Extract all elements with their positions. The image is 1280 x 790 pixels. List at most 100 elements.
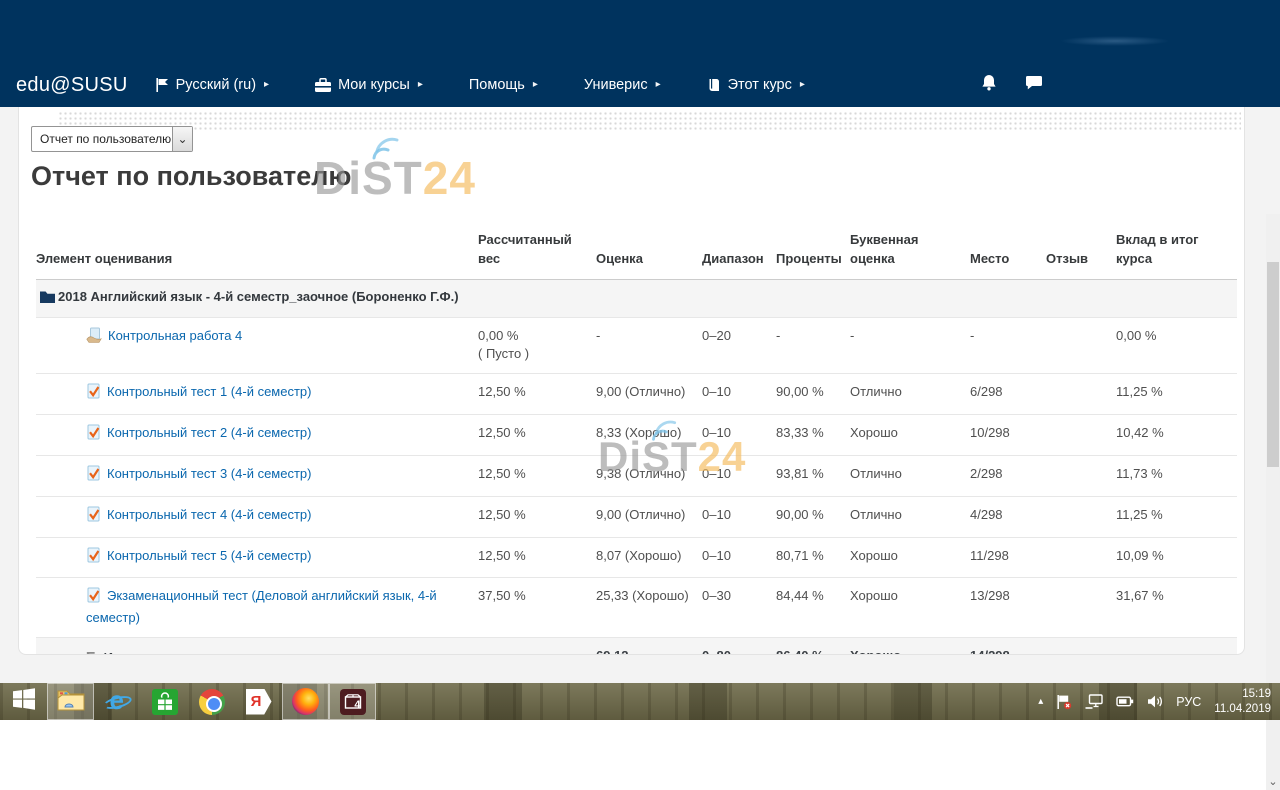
grade-item-row: Контрольный тест 4 (4-й семестр) 12,50 % 9… <box>36 495 1237 538</box>
cell-calculated-weight: 12,50 % <box>478 414 596 456</box>
nav-item-label: Этот курс <box>727 77 792 93</box>
grade-item-link[interactable]: Контрольная работа 4 <box>108 327 243 343</box>
grade-item-link[interactable]: Экзаменационный тест (Деловой английский… <box>86 588 437 626</box>
cell-course-contribution: 10,42 % <box>1116 414 1237 456</box>
cell-range: 0–10 <box>702 414 776 456</box>
column-header-5: Проценты <box>776 227 850 280</box>
cell-item-name: Контрольный тест 2 (4-й семестр) <box>36 414 478 456</box>
quiz-icon <box>86 587 101 609</box>
cell-grade: - <box>596 316 702 374</box>
taskbar-firefox-button[interactable] <box>282 683 329 720</box>
messages-chat-icon[interactable] <box>1025 75 1043 96</box>
column-header-7: Место <box>970 227 1046 280</box>
grade-item-row: Контрольный тест 1 (4-й семестр) 12,50 % 9… <box>36 373 1237 415</box>
nav-item-this-course[interactable]: Этот курс ▸ <box>707 77 805 93</box>
grade-item-link[interactable]: Контрольный тест 1 (4-й семестр) <box>107 384 312 400</box>
dotted-texture-strip <box>58 111 1241 132</box>
action-center-flag-icon[interactable] <box>1056 694 1072 710</box>
yandex-browser-icon: Я <box>245 688 272 715</box>
nav-item-univeris[interactable]: Универис ▸ <box>584 77 661 93</box>
nav-item-help[interactable]: Помощь ▸ <box>469 77 538 93</box>
cell-letter-grade: Хорошо <box>850 637 970 654</box>
course-total-row: ΣИтоговая оценка за курс-69,12(Хорошо)0–… <box>36 637 1237 654</box>
cell-grade: 25,33 (Хорошо) <box>596 577 702 638</box>
cell-letter-grade: Отлично <box>850 495 970 538</box>
chevron-down-icon[interactable]: ⌄ <box>172 127 192 151</box>
quiz-icon <box>86 424 101 446</box>
caret-right-icon: ▸ <box>655 79 661 90</box>
weight-note: ( Пусто ) <box>478 346 530 362</box>
caret-right-icon: ▸ <box>417 79 423 90</box>
book-icon <box>707 78 721 92</box>
cell-feedback <box>1046 414 1116 456</box>
taskbar-file-explorer-button[interactable] <box>47 683 94 720</box>
cell-letter-grade: - <box>850 316 970 374</box>
page-title: Отчет по пользователю <box>31 161 352 191</box>
cell-grade: 8,33 (Хорошо) <box>596 414 702 456</box>
cell-rank: - <box>970 316 1046 374</box>
grade-item-link[interactable]: Контрольный тест 3 (4-й семестр) <box>107 465 312 481</box>
cell-calculated-weight: 12,50 % <box>478 495 596 538</box>
cell-course-contribution: 11,25 % <box>1116 495 1237 538</box>
cell-range: 0–80 <box>702 637 776 654</box>
cell-grade: 9,38 (Отлично) <box>596 454 702 497</box>
navbar-icons <box>981 74 1280 96</box>
grade-item-link[interactable]: Контрольный тест 4 (4-й семестр) <box>107 506 312 522</box>
cell-feedback <box>1046 536 1116 578</box>
tray-time: 15:19 <box>1242 687 1271 700</box>
cell-course-contribution: 11,25 % <box>1116 373 1237 415</box>
report-type-select[interactable]: Отчет по пользователю ⌄ <box>31 126 193 152</box>
cell-calculated-weight: 12,50 % <box>478 536 596 578</box>
cell-rank: 14/298 <box>970 637 1046 654</box>
nav-item-label: Мои курсы <box>338 77 410 93</box>
notifications-bell-icon[interactable] <box>981 74 997 96</box>
grade-item-link[interactable]: Контрольный тест 5 (4-й семестр) <box>107 547 312 563</box>
cell-range: 0–30 <box>702 577 776 638</box>
volume-speaker-icon[interactable] <box>1147 694 1163 709</box>
tray-expand-icon[interactable]: ▴ <box>1038 696 1044 707</box>
vertical-scrollbar[interactable]: ⌄ <box>1266 214 1280 790</box>
scrollbar-thumb[interactable] <box>1267 262 1279 467</box>
taskbar-4k-video-downloader-button[interactable]: 4 <box>329 683 376 720</box>
cell-rank: 6/298 <box>970 373 1046 415</box>
battery-icon[interactable] <box>1116 695 1134 708</box>
cell-item-name: Контрольная работа 4 <box>36 316 478 374</box>
caret-right-icon: ▸ <box>532 79 538 90</box>
language-indicator[interactable]: РУС <box>1176 694 1202 709</box>
cell-letter-grade: Хорошо <box>850 536 970 578</box>
taskbar-chrome-button[interactable] <box>188 683 235 720</box>
cell-percentage: 90,00 % <box>776 495 850 538</box>
nav-item-my-courses[interactable]: Мои курсы ▸ <box>315 77 423 93</box>
cell-item-name: Экзаменационный тест (Деловой английский… <box>36 577 478 638</box>
site-logo[interactable]: edu@SUSU <box>16 73 128 96</box>
category-row: 2018 Английский язык - 4-й семестр_заочн… <box>36 279 1237 318</box>
course-total-label: Итоговая оценка за курс <box>104 650 261 654</box>
clock[interactable]: 15:19 11.04.2019 <box>1214 687 1271 717</box>
column-header-9: Вклад в итог курса <box>1116 227 1237 280</box>
cell-calculated-weight: - <box>478 637 596 654</box>
column-header-4: Диапазон <box>702 227 776 280</box>
cell-percentage: - <box>776 316 850 374</box>
cell-feedback <box>1046 373 1116 415</box>
watermark-accent-text: 24 <box>422 152 476 204</box>
windows-taskbar: e Я 4 ▴ РУС 15:19 11.04.2019 <box>0 683 1280 720</box>
taskbar-yandex-browser-button[interactable]: Я <box>235 683 282 720</box>
taskbar-windows-store-button[interactable] <box>141 683 188 720</box>
tray-date: 11.04.2019 <box>1214 702 1271 715</box>
quiz-icon <box>86 383 101 405</box>
scrollbar-down-arrow[interactable]: ⌄ <box>1268 776 1278 788</box>
cell-percentage: 83,33 % <box>776 414 850 456</box>
cell-percentage: 86,40 % <box>776 637 850 654</box>
grade-item-link[interactable]: Контрольный тест 2 (4-й семестр) <box>107 425 312 441</box>
flag-icon <box>156 78 169 92</box>
start-button[interactable] <box>0 683 47 720</box>
grade-item-row: Контрольная работа 4 0,00 %( Пусто ) -0–20… <box>36 316 1237 374</box>
caret-right-icon: ▸ <box>799 79 805 90</box>
file-explorer-icon <box>57 688 85 716</box>
taskbar-internet-explorer-button[interactable]: e <box>94 683 141 720</box>
network-status-icon[interactable] <box>1085 694 1103 709</box>
nav-item-language[interactable]: Русский (ru) ▸ <box>156 77 269 93</box>
cell-calculated-weight: 12,50 % <box>478 454 596 497</box>
wifi-signal-icon <box>372 137 399 160</box>
cell-percentage: 80,71 % <box>776 536 850 578</box>
